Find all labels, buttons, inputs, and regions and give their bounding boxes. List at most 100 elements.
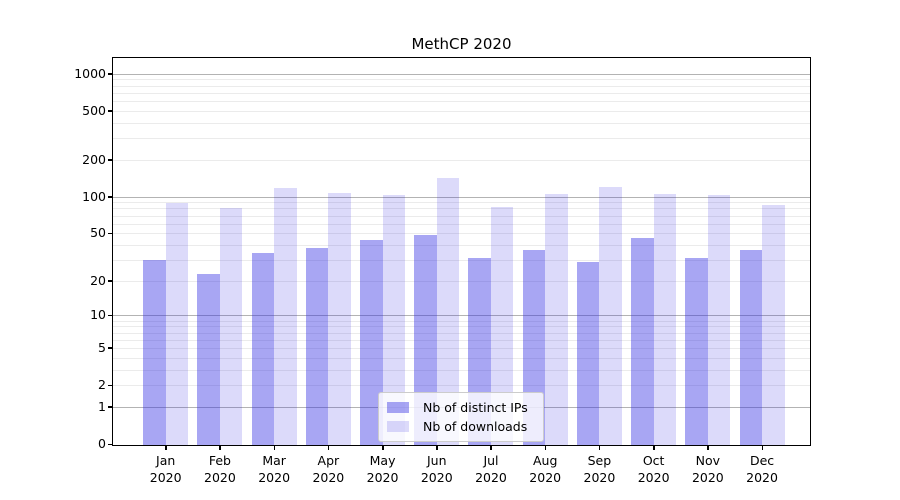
legend-swatch-distinct-ips [387, 402, 409, 413]
bar-downloads [653, 193, 677, 445]
bar-distinct-ips [143, 259, 166, 445]
y-tick-label: 0 [98, 436, 106, 451]
x-tick [598, 446, 601, 450]
plot-area [112, 57, 811, 446]
bar-distinct-ips [739, 250, 763, 445]
y-tick-label: 200 [82, 151, 106, 167]
x-tick [707, 446, 709, 450]
legend-label-downloads: Nb of downloads [423, 419, 528, 434]
y-tick [108, 280, 112, 282]
gridline-minor [113, 244, 810, 246]
y-tick-label: 1000 [74, 65, 106, 81]
x-tick-label: Aug 2020 [515, 453, 575, 486]
y-tick-label: 50 [90, 225, 106, 241]
x-tick-label-month: Apr [317, 453, 340, 468]
gridline-minor [113, 159, 810, 161]
legend-label-distinct-ips: Nb of distinct IPs [423, 400, 528, 415]
gridline-major [113, 73, 810, 75]
x-tick-label: Nov 2020 [678, 453, 738, 486]
gridline-minor [113, 215, 810, 217]
bar-distinct-ips [251, 253, 275, 445]
x-tick-label-month: Nov [695, 453, 721, 468]
gridline-minor [113, 223, 810, 225]
gridline-minor [113, 347, 810, 349]
x-tick [273, 446, 276, 450]
y-tick [108, 443, 112, 445]
y-tick-label: 20 [90, 272, 106, 288]
gridline-minor [113, 320, 810, 322]
x-tick [382, 446, 384, 450]
gridline-minor [113, 85, 810, 87]
bar-downloads [599, 187, 622, 445]
x-tick-label: Jul 2020 [461, 453, 521, 486]
chart-title: MethCP 2020 [411, 35, 512, 53]
bar-distinct-ips [576, 261, 600, 445]
x-tick-label: Apr 2020 [298, 453, 358, 486]
legend: Nb of distinct IPs Nb of downloads [378, 392, 544, 442]
gridline-minor [113, 110, 810, 112]
x-tick-label-year: 2020 [746, 469, 778, 485]
x-tick-label-month: Jul [483, 453, 499, 468]
y-tick-label: 5 [98, 339, 106, 355]
gridline-major [113, 315, 810, 317]
x-tick-label-year: 2020 [312, 469, 345, 485]
gridline-minor [113, 280, 810, 282]
x-tick-label-month: Oct [642, 453, 665, 468]
gridline-minor [113, 92, 810, 94]
x-tick-label: Dec 2020 [732, 453, 792, 486]
y-tick [108, 314, 112, 317]
x-tick [327, 446, 330, 450]
bar-distinct-ips [305, 247, 329, 445]
x-tick-label: Jan 2020 [136, 453, 196, 486]
gridline-minor [113, 202, 810, 204]
y-tick [108, 406, 112, 408]
y-tick-label: 100 [82, 188, 106, 204]
y-tick-label: 500 [82, 102, 106, 118]
bar-distinct-ips [360, 240, 383, 445]
bar-downloads [328, 193, 351, 445]
x-tick-label-year: 2020 [583, 469, 616, 485]
gridline-minor [113, 332, 810, 334]
y-tick [108, 110, 112, 112]
y-tick [108, 73, 112, 75]
x-tick-label: Sep 2020 [569, 453, 629, 486]
x-tick-label-year: 2020 [204, 469, 236, 485]
y-tick [108, 384, 112, 387]
x-tick-label: Feb 2020 [190, 453, 250, 486]
gridline-minor [113, 369, 810, 371]
legend-item-downloads: Nb of downloads [387, 417, 535, 436]
x-tick [490, 446, 492, 450]
bar-downloads [436, 177, 460, 445]
bar-downloads [165, 203, 189, 445]
x-tick-label: Oct 2020 [624, 453, 684, 486]
x-tick-label-year: 2020 [420, 469, 453, 485]
legend-swatch-downloads [387, 421, 409, 432]
y-tick [108, 196, 112, 198]
x-tick-label: Mar 2020 [244, 453, 304, 486]
gridline-minor [113, 385, 810, 387]
x-tick-label-month: Dec [749, 453, 775, 468]
x-tick-label-month: Sep [587, 453, 612, 468]
bar-distinct-ips [197, 273, 220, 445]
bar-downloads [490, 206, 514, 445]
x-tick-label-month: Mar [262, 453, 286, 468]
x-tick-label-year: 2020 [366, 469, 399, 485]
x-tick-label-month: Jun [427, 453, 447, 468]
x-tick-label: Jun 2020 [407, 453, 467, 486]
x-tick-label-year: 2020 [529, 469, 562, 485]
legend-item-distinct-ips: Nb of distinct IPs [387, 398, 535, 417]
y-tick [108, 159, 112, 161]
gridline-minor [113, 339, 810, 341]
y-tick-label: 1 [98, 398, 106, 414]
bar-downloads [762, 205, 785, 445]
bar-distinct-ips [685, 258, 708, 445]
x-tick [653, 446, 655, 450]
x-tick-label-year: 2020 [258, 469, 291, 485]
gridline-minor [113, 138, 810, 140]
x-tick [165, 446, 167, 450]
x-tick-label-year: 2020 [475, 469, 507, 485]
x-tick-label-month: Feb [208, 453, 231, 468]
gridline-minor [113, 208, 810, 210]
gridline-minor [113, 101, 810, 103]
